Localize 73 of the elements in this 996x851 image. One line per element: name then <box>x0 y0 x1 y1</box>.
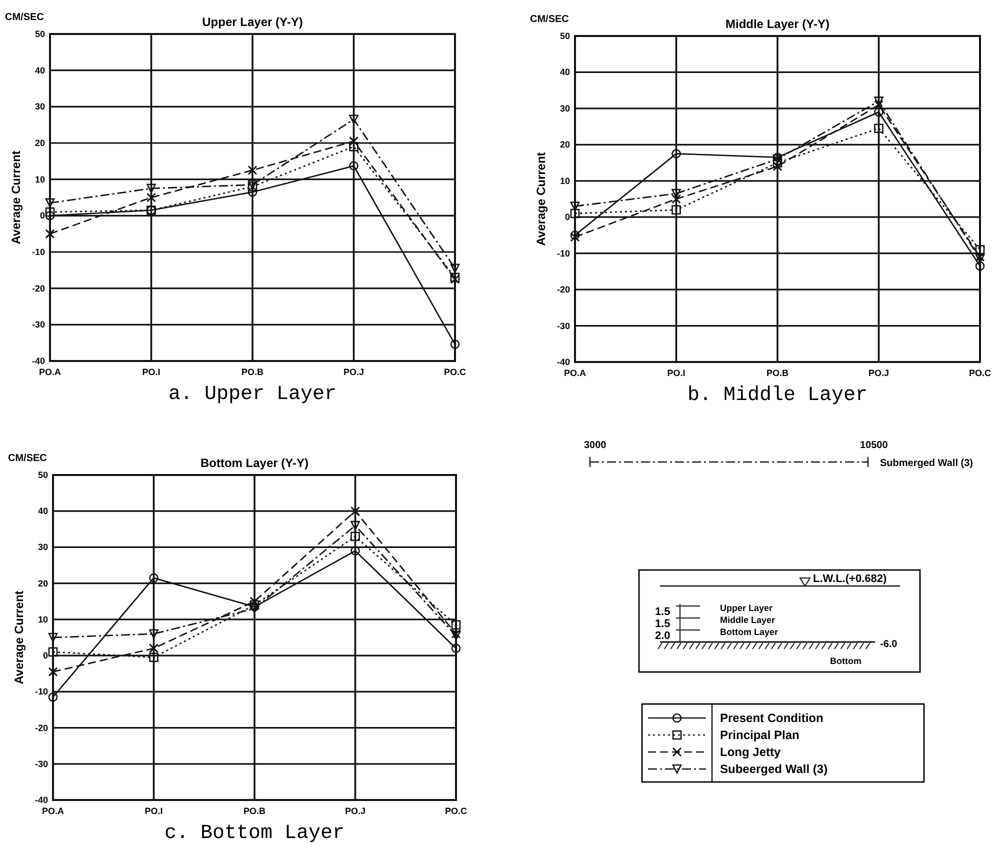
x-tick-label: PO.J <box>868 368 890 378</box>
legend-label: Principal Plan <box>720 728 800 742</box>
x-tick-label: PO.I <box>142 367 160 377</box>
text: CM/SEC <box>5 12 44 23</box>
text: c. Bottom Layer <box>164 822 345 845</box>
x-tick-label: PO.A <box>42 806 64 816</box>
y-tick-label: -30 <box>34 758 48 769</box>
y-tick-label: -20 <box>32 283 45 294</box>
y-tick-label: -40 <box>556 357 570 367</box>
legend-label: Subeerged Wall (3) <box>720 762 828 776</box>
text: CM/SEC <box>8 453 47 464</box>
x-tick-label: PO.B <box>766 368 789 378</box>
chart-title: Middle Layer (Y-Y) <box>725 17 830 31</box>
y-tick-label: 10 <box>560 176 570 186</box>
x-tick-label: PO.B <box>241 367 264 377</box>
y-tick-label: 40 <box>38 506 48 516</box>
y-tick-label: -30 <box>32 320 45 330</box>
x-tick-label: PO.B <box>243 806 266 816</box>
x-tick-label: PO.C <box>444 367 466 377</box>
chart-title: Upper Layer (Y-Y) <box>202 15 303 29</box>
y-tick-label: -10 <box>34 686 48 697</box>
x-tick-label: PO.I <box>667 368 686 378</box>
y-tick-label: 20 <box>560 140 570 150</box>
text: Bottom Layer <box>720 627 779 637</box>
y-tick-label: 40 <box>34 65 45 76</box>
text: Upper Layer <box>720 603 774 613</box>
y-tick-label: 10 <box>38 614 48 624</box>
y-tick-label: -10 <box>556 248 570 258</box>
y-tick-label: -10 <box>32 247 45 257</box>
y-tick-label: -30 <box>556 320 570 331</box>
y-tick-label: 0 <box>42 650 48 661</box>
y-tick-label: 40 <box>560 67 570 78</box>
y-tick-label: 0 <box>40 210 45 221</box>
text: b. Middle Layer <box>687 384 868 407</box>
text: L.W.L.(+0.682) <box>813 573 887 585</box>
y-tick-label: 0 <box>564 212 570 222</box>
text: CM/SEC <box>530 14 569 25</box>
x-tick-label: PO.C <box>968 368 992 378</box>
y-tick-label: 30 <box>34 102 45 112</box>
text: Submerged Wall (3) <box>880 458 973 469</box>
text: 2.0 <box>655 630 670 642</box>
y-tick-label: -40 <box>32 356 45 366</box>
text: a. Upper Layer <box>168 383 337 406</box>
x-tick-label: PO.A <box>564 368 586 378</box>
y-tick-label: 20 <box>38 578 48 588</box>
text: 3000 <box>584 440 607 451</box>
x-tick-label: PO.J <box>343 367 364 377</box>
x-tick-label: PO.C <box>444 806 468 816</box>
x-tick-label: PO.A <box>38 367 62 377</box>
y-tick-label: 50 <box>34 29 45 39</box>
y-tick-label: 50 <box>560 31 570 41</box>
text: Bottom <box>830 656 862 666</box>
text: Middle Layer <box>720 615 776 625</box>
y-tick-label: 50 <box>38 470 48 480</box>
x-tick-label: PO.I <box>144 806 163 816</box>
y-tick-label: -20 <box>34 722 48 733</box>
y-axis-title: Average Current <box>534 152 548 246</box>
y-tick-label: -40 <box>34 795 48 805</box>
text: 10500 <box>860 440 888 451</box>
text: 1.5 <box>655 618 670 630</box>
y-axis-title: Average Current <box>9 150 23 244</box>
legend-label: Long Jetty <box>720 745 781 759</box>
x-tick-label: PO.J <box>344 806 366 816</box>
legend-label: Present Condition <box>720 711 824 725</box>
y-tick-label: 10 <box>34 174 45 184</box>
chart-title: Bottom Layer (Y-Y) <box>200 456 309 470</box>
y-tick-label: 20 <box>34 138 45 148</box>
text: 1.5 <box>655 606 670 618</box>
text: -6.0 <box>880 639 898 650</box>
y-axis-title: Average Current <box>12 590 26 684</box>
y-tick-label: 30 <box>38 542 48 552</box>
y-tick-label: 30 <box>560 103 570 114</box>
y-tick-label: -20 <box>556 284 570 295</box>
